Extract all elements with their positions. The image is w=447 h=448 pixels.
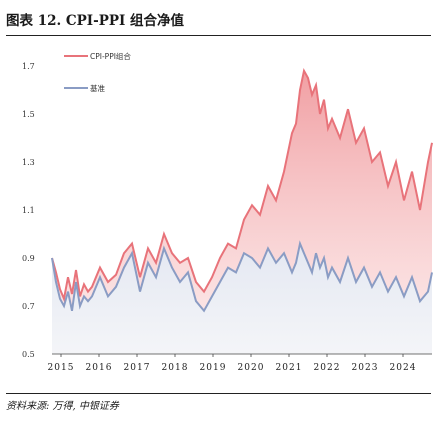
x-tick-label: 2023 <box>352 363 379 373</box>
y-axis: 0.5 0.7 0.9 1.1 1.3 1.5 1.7 <box>22 62 35 359</box>
x-tick-label: 2022 <box>314 363 341 373</box>
y-tick-label: 1.1 <box>22 206 35 215</box>
x-tick-label: 2024 <box>390 363 417 373</box>
chart-title: 图表 12. CPI-PPI 组合净值 <box>6 2 431 36</box>
y-tick-label: 1.3 <box>22 158 35 167</box>
x-axis: 2015 2016 2017 2018 2019 2020 2021 2022 2023 2024 <box>48 353 432 373</box>
y-tick-label: 0.7 <box>22 302 35 311</box>
series-area-benchmark <box>52 243 432 354</box>
legend-label-portfolio: CPI-PPI组合 <box>90 51 131 61</box>
x-tick-label: 2015 <box>48 363 75 373</box>
x-tick-label: 2018 <box>162 363 189 373</box>
legend-label-benchmark: 基准 <box>90 83 105 93</box>
y-tick-label: 0.5 <box>22 350 35 359</box>
x-tick-label: 2019 <box>200 363 227 373</box>
y-tick-label: 1.7 <box>22 62 35 71</box>
source-note: 资料来源: 万得, 中银证券 <box>6 393 431 415</box>
x-tick-label: 2017 <box>124 363 151 373</box>
y-tick-label: 0.9 <box>22 254 35 263</box>
x-tick-label: 2020 <box>238 363 265 373</box>
series-line-portfolio <box>51 67 433 303</box>
y-tick-label: 1.5 <box>22 110 35 119</box>
series-line-benchmark <box>51 240 433 313</box>
x-tick-label: 2021 <box>276 363 303 373</box>
x-tick-label: 2016 <box>86 363 113 373</box>
plot-area <box>51 67 433 355</box>
